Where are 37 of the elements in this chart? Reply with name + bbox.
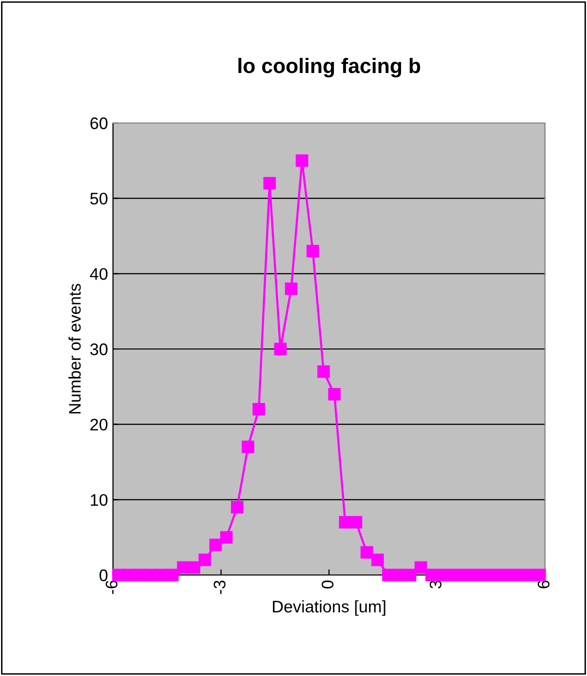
x-tick-label: -6 xyxy=(106,580,118,594)
point xyxy=(220,531,233,544)
point xyxy=(436,568,449,582)
point xyxy=(404,568,416,582)
point xyxy=(252,403,266,416)
y-tick-label: 10 xyxy=(90,494,108,506)
point xyxy=(317,365,330,378)
point xyxy=(112,568,125,582)
point xyxy=(188,561,200,574)
point xyxy=(414,561,428,574)
y-tick-label: 30 xyxy=(90,343,108,356)
point xyxy=(328,388,341,400)
point xyxy=(230,500,244,514)
point xyxy=(209,538,222,552)
point xyxy=(533,568,546,582)
point xyxy=(350,516,362,529)
chart-title: lo cooling facing b xyxy=(238,58,420,78)
point xyxy=(274,342,287,356)
y-tick-label: 60 xyxy=(90,117,108,130)
x-tick-label: 6 xyxy=(538,580,550,588)
point xyxy=(263,177,276,190)
y-tick-label: 40 xyxy=(90,268,108,280)
y-axis-title: Number of events xyxy=(68,284,81,414)
point xyxy=(360,546,374,559)
point xyxy=(242,440,254,454)
point xyxy=(371,554,384,566)
x-tick-label: 0 xyxy=(322,580,334,588)
y-tick-label: 20 xyxy=(90,418,108,431)
point xyxy=(306,244,320,258)
x-axis-title: Deviations [um] xyxy=(272,600,386,616)
x-tick-label: 3 xyxy=(430,580,442,588)
point xyxy=(296,154,308,167)
x-tick-label: -3 xyxy=(214,580,226,594)
point xyxy=(166,568,179,582)
point xyxy=(284,282,298,295)
point xyxy=(198,554,212,566)
y-tick-label: 50 xyxy=(90,192,108,205)
